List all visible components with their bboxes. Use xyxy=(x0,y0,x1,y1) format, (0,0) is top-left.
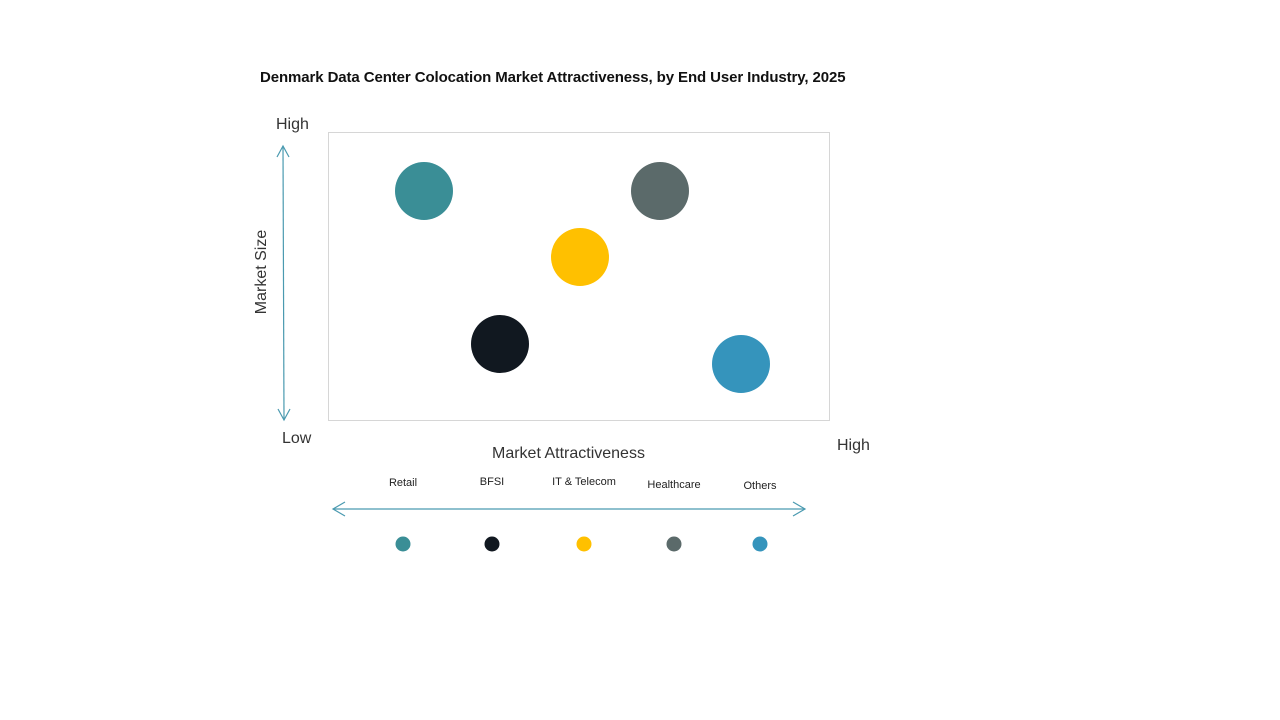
legend-swatch xyxy=(484,536,500,552)
bubble-it-telecom xyxy=(551,228,609,287)
y-axis-low-label: Low xyxy=(282,430,312,447)
legend-swatch xyxy=(666,536,682,552)
legend-swatch xyxy=(752,536,768,552)
legend-label: Others xyxy=(743,480,777,492)
bubble-bfsi xyxy=(470,314,529,373)
legend-label: Healthcare xyxy=(647,479,701,491)
legend-label: BFSI xyxy=(479,476,505,488)
legend-label: IT & Telecom xyxy=(552,476,616,488)
x-axis-high-label: High xyxy=(837,437,870,454)
chart-title: Denmark Data Center Colocation Market At… xyxy=(260,69,846,86)
bubble-healthcare xyxy=(631,161,690,220)
legend-swatch xyxy=(576,536,592,552)
bubble-retail xyxy=(395,161,454,220)
y-axis-high-label: High xyxy=(276,116,309,133)
x-axis-title: Market Attractiveness xyxy=(492,445,645,462)
legend-swatch xyxy=(395,536,411,552)
legend-label: Retail xyxy=(388,477,418,489)
plot-area xyxy=(328,132,830,421)
bubble-others xyxy=(711,335,770,394)
